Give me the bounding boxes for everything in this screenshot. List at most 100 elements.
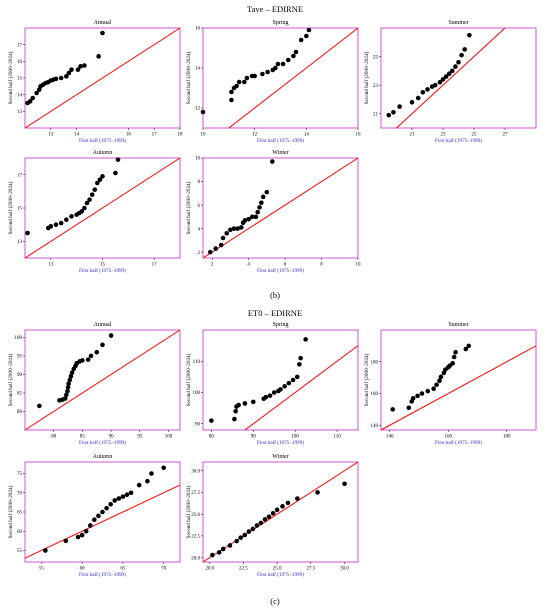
plot-frame (380, 27, 537, 129)
data-point (391, 109, 396, 115)
y-tick-label: 25.0 (191, 513, 200, 518)
y-tick-label: 10 (195, 157, 201, 162)
y-axis-label: Second half (2000–2024) (185, 353, 192, 406)
data-point (69, 67, 74, 72)
x-tick-label: 13 (48, 133, 54, 138)
y-tick-label: 17 (17, 43, 23, 48)
plot-frame (24, 329, 181, 431)
y-tick-label: 22.5 (191, 535, 200, 540)
data-point (220, 546, 226, 552)
data-point (294, 374, 300, 380)
data-point (209, 418, 214, 423)
y-axis-label: Second half (2000–2024) (185, 485, 192, 538)
data-point (286, 380, 292, 386)
panel-title: Summer (448, 322, 468, 328)
y-axis-label: Second half (2000–2024) (7, 485, 14, 538)
x-axis-label: First half (1975–1999) (257, 439, 304, 446)
data-point (92, 187, 98, 192)
data-point (236, 79, 242, 85)
panel-title: Spring (272, 322, 288, 328)
scatter-panel: Winter 2 4 6 8 10 2 4 6 8 10 First half (1975–1999)… (185, 150, 361, 274)
panel-title: Winter (272, 150, 288, 156)
plot-frame (202, 27, 359, 129)
x-tick-label: 95 (137, 435, 143, 440)
x-tick-label: 160 (445, 435, 453, 440)
x-tick-label: 14 (74, 133, 80, 138)
x-tick-label: 70 (161, 567, 167, 572)
panel-title: Autumn (93, 150, 113, 156)
data-point (410, 395, 416, 401)
data-point (95, 180, 100, 186)
section-label-c: (c) (270, 596, 280, 606)
data-point (104, 505, 109, 511)
x-tick-label: 4 (247, 263, 250, 268)
data-point (88, 353, 94, 359)
data-point (453, 64, 458, 69)
panel-title: Annual (94, 20, 112, 26)
data-point (113, 170, 118, 176)
scatter-panel: Spring 10 12 14 16 12 14 16 First half (1975–199… (185, 20, 361, 144)
data-point (246, 216, 251, 222)
data-point (234, 83, 239, 89)
data-point (161, 465, 166, 471)
data-point (87, 523, 93, 528)
x-tick-label: 20.0 (205, 567, 214, 572)
data-point (79, 532, 85, 538)
x-tick-label: 8 (320, 263, 323, 268)
data-point (108, 502, 113, 507)
data-point (275, 61, 281, 67)
data-point (267, 393, 273, 398)
data-point (229, 97, 234, 103)
data-point (390, 407, 395, 412)
x-tick-label: 180 (503, 435, 511, 440)
data-point (64, 74, 69, 79)
y-axis-label: Second half (2000–2024) (185, 51, 192, 104)
scatter-panel: Autumn 13 15 17 13 15 17 First half (1975–1999)… (7, 150, 181, 274)
panel-title: Annual (94, 322, 112, 328)
scatter-panel: Winter 20.0 22.5 25.0 27.5 30.0 20.0 22.5 25.0 27… (185, 454, 359, 578)
data-point (282, 383, 287, 389)
data-point (27, 99, 33, 104)
data-point (246, 529, 252, 534)
x-tick-label: 12 (252, 133, 258, 138)
reference-line (396, 27, 506, 129)
data-point (66, 381, 71, 387)
x-tick-label: 65 (120, 567, 126, 572)
reference-line (24, 484, 181, 559)
data-point (78, 64, 83, 69)
x-tick-label: 10 (201, 133, 207, 138)
x-tick-label: 6 (284, 263, 287, 268)
panel-title: Winter (272, 454, 288, 460)
data-point (100, 174, 105, 179)
data-point (262, 517, 268, 522)
data-point (304, 33, 309, 39)
data-point (285, 57, 291, 63)
data-point (100, 342, 105, 348)
data-point (263, 394, 269, 400)
data-point (84, 200, 90, 206)
y-tick-label: 4 (198, 227, 201, 232)
data-point (463, 346, 469, 352)
y-tick-label: 23 (373, 84, 379, 89)
data-point (244, 75, 250, 81)
data-point (420, 89, 426, 95)
data-point (273, 65, 278, 71)
data-point (64, 392, 69, 398)
panel-title: Autumn (93, 454, 113, 460)
section-title-et0: ET0 – EDIRNE (248, 308, 302, 318)
y-tick-label: 15 (17, 77, 23, 82)
data-point (254, 523, 260, 528)
data-point (216, 550, 222, 555)
x-axis-label: First half (1975–1999) (79, 137, 126, 144)
data-point (278, 387, 283, 392)
data-point (257, 205, 262, 210)
y-tick-label: 14 (195, 67, 201, 72)
panel-title: Spring (272, 20, 288, 26)
x-tick-label: 80 (51, 435, 57, 440)
data-point (210, 552, 215, 558)
y-tick-label: 30.0 (191, 469, 200, 474)
x-tick-label: 22.5 (239, 567, 248, 572)
data-point (269, 159, 275, 164)
